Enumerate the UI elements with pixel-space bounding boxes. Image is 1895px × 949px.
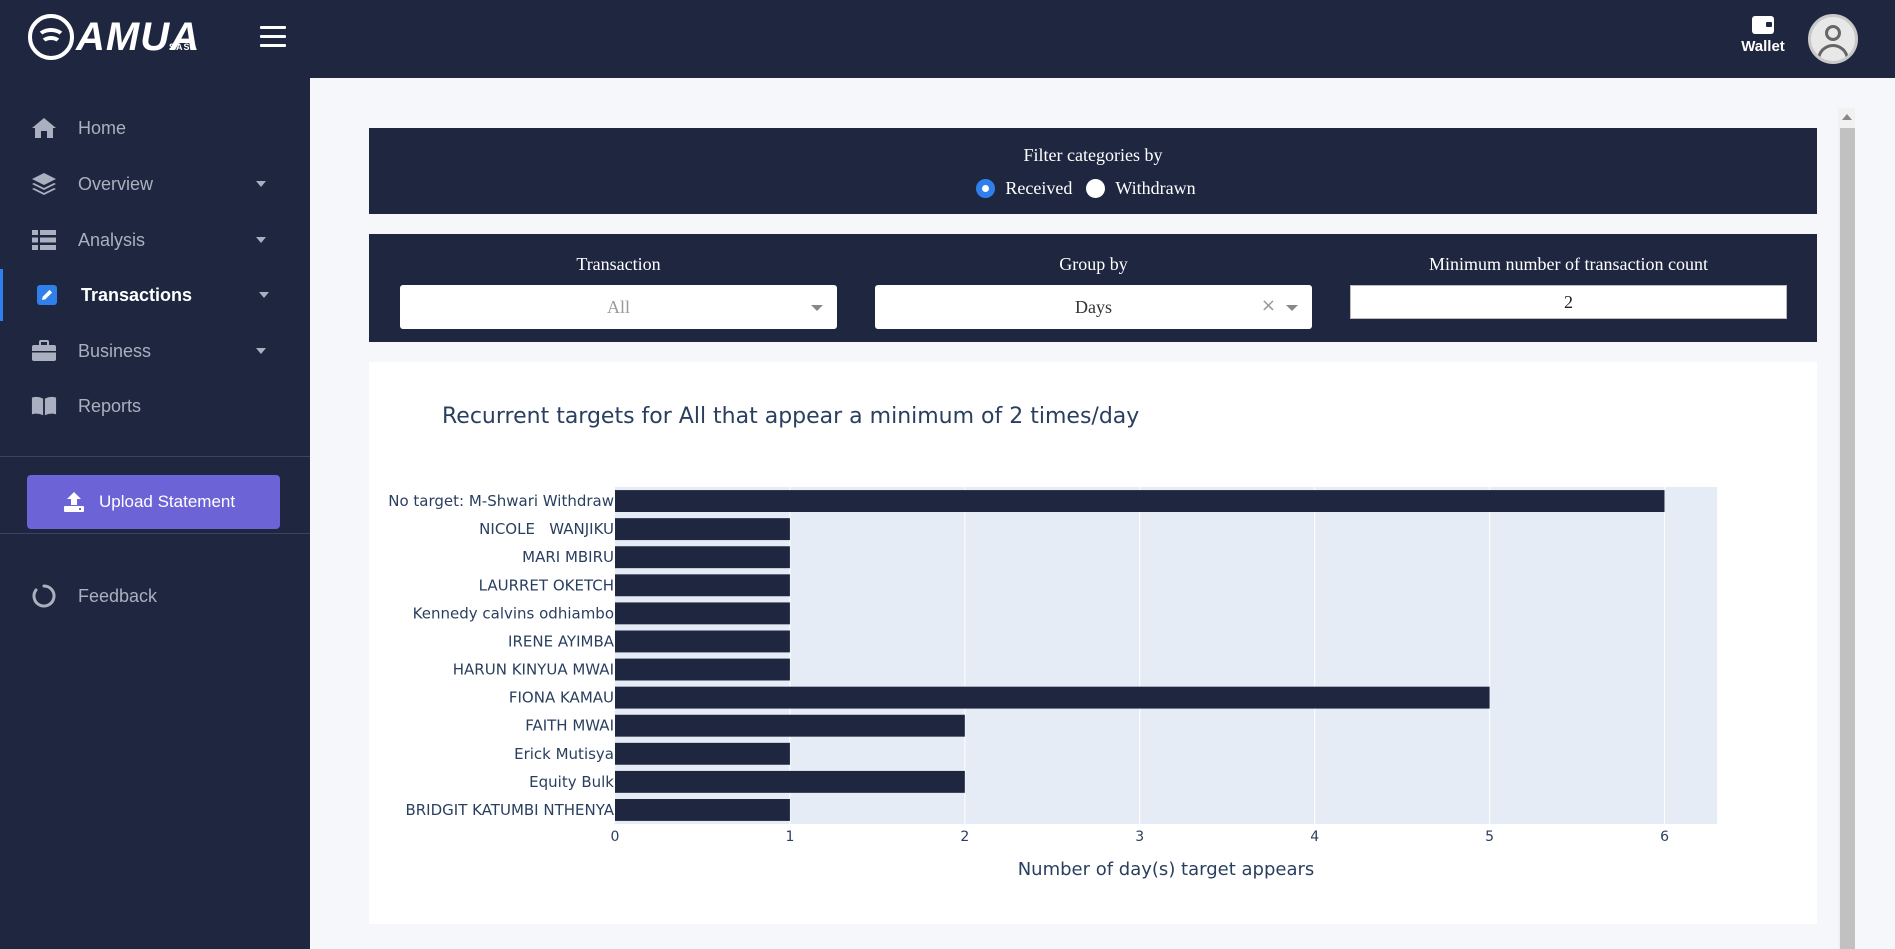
wallet-label: Wallet	[1741, 38, 1785, 55]
chevron-down-icon	[259, 292, 269, 298]
sidebar-item-transactions[interactable]: Transactions	[0, 269, 310, 321]
layers-icon	[31, 172, 57, 196]
sidebar-item-home[interactable]: Home	[0, 102, 310, 154]
edit-icon	[34, 283, 60, 307]
transaction-select-value: All	[606, 296, 630, 317]
sidebar-divider	[0, 456, 310, 457]
spinner-icon	[31, 584, 57, 608]
top-bar: AMUA SASA Wallet	[0, 0, 1895, 78]
wallet-button[interactable]: Wallet	[1738, 14, 1788, 55]
briefcase-icon	[31, 339, 57, 363]
radio-withdrawn[interactable]	[1086, 179, 1106, 198]
radio-withdrawn-label[interactable]: Withdrawn	[1115, 178, 1196, 198]
table-icon	[31, 228, 57, 252]
chevron-down-icon	[256, 348, 266, 354]
radio-received[interactable]	[976, 179, 996, 198]
book-icon	[31, 394, 57, 418]
wallet-icon	[1752, 16, 1774, 34]
groupby-select-value: Days	[1075, 296, 1112, 317]
logo-wave-icon	[28, 14, 74, 60]
upload-statement-button[interactable]: Upload Statement	[27, 475, 280, 529]
sidebar-item-label: Transactions	[81, 284, 193, 305]
mincount-label: Minimum number of transaction count	[1429, 254, 1708, 274]
scrollbar-thumb[interactable]	[1840, 128, 1855, 949]
chevron-down-icon	[256, 237, 266, 243]
avatar[interactable]	[1808, 14, 1858, 64]
sidebar: Home Overview Analysis Transactions Busi…	[0, 78, 310, 949]
sidebar-item-analysis[interactable]: Analysis	[0, 214, 310, 266]
upload-icon	[63, 491, 85, 513]
sidebar-item-label: Business	[78, 340, 152, 361]
sidebar-item-label: Analysis	[78, 229, 146, 250]
groupby-label: Group by	[1059, 254, 1128, 274]
sidebar-item-label: Home	[78, 117, 127, 138]
menu-toggle-icon[interactable]	[260, 26, 286, 48]
sidebar-item-feedback[interactable]: Feedback	[0, 570, 310, 622]
app-logo[interactable]: AMUA SASA	[28, 14, 200, 60]
clear-icon[interactable]: ×	[1260, 295, 1276, 316]
scroll-up-icon[interactable]	[1842, 114, 1852, 120]
sidebar-divider	[0, 533, 310, 534]
chevron-down-icon	[1286, 305, 1298, 311]
filter-radio-group: Received Withdrawn	[369, 178, 1817, 199]
sidebar-item-label: Overview	[78, 173, 154, 194]
mincount-input[interactable]: 2	[1350, 285, 1787, 319]
sidebar-item-label: Feedback	[78, 585, 158, 606]
chevron-down-icon	[811, 305, 823, 311]
logo-text: AMUA	[76, 15, 200, 59]
transaction-label: Transaction	[576, 254, 661, 274]
chart-card	[369, 362, 1817, 924]
home-icon	[31, 116, 57, 140]
logo-subtext: SASA	[168, 42, 198, 52]
groupby-select[interactable]: Days ×	[875, 285, 1312, 329]
filter-title: Filter categories by	[1023, 145, 1163, 165]
sidebar-item-reports[interactable]: Reports	[0, 380, 310, 432]
controls-panel: Transaction All Group by Days × Minimum …	[369, 234, 1817, 342]
sidebar-item-overview[interactable]: Overview	[0, 158, 310, 210]
chart-title: Recurrent targets for All that appear a …	[442, 404, 1140, 429]
transaction-select[interactable]: All	[400, 285, 837, 329]
radio-received-label[interactable]: Received	[1005, 178, 1073, 198]
upload-statement-label: Upload Statement	[99, 492, 236, 511]
sidebar-item-business[interactable]: Business	[0, 325, 310, 377]
sidebar-item-label: Reports	[78, 395, 142, 416]
chevron-down-icon	[256, 181, 266, 187]
filter-categories-panel: Filter categories by Received Withdrawn	[369, 128, 1817, 214]
